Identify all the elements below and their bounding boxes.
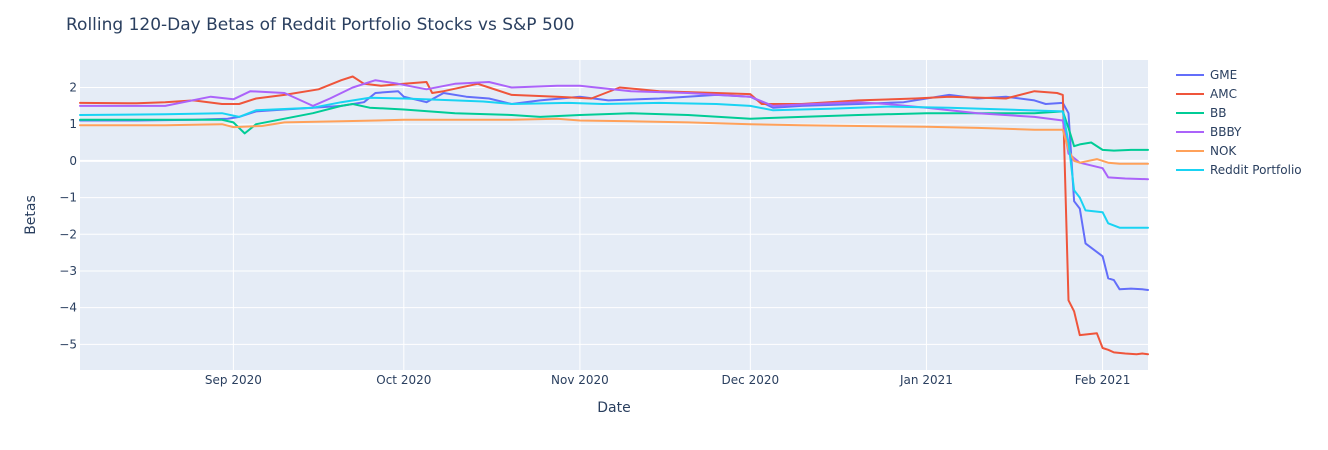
legend-item-amc[interactable]: AMC [1176,87,1237,101]
legend-item-nok[interactable]: NOK [1176,144,1237,158]
legend-label: Reddit Portfolio [1210,163,1302,177]
legend-label: BBBY [1210,125,1242,139]
y-tick-label: 0 [69,154,77,168]
y-tick-label: −4 [59,301,77,315]
y-tick-label: −3 [59,264,77,278]
legend-item-gme[interactable]: GME [1176,68,1237,82]
series-line-amc [79,75,1149,356]
grid-lines [80,60,1148,370]
y-tick-label: −5 [59,337,77,351]
x-tick-label: Nov 2020 [551,373,609,387]
x-tick-label: Feb 2021 [1075,373,1131,387]
legend-item-bbby[interactable]: BBBY [1176,125,1242,139]
y-axis-ticks: 2 1 0 −1 −2 −3 −4 −5 [59,81,77,352]
legend-item-reddit-portfolio[interactable]: Reddit Portfolio [1176,163,1302,177]
plot-background [80,60,1148,370]
chart-title: Rolling 120-Day Betas of Reddit Portfoli… [66,15,574,35]
legend: GME AMC BB BBBY NOK Reddit Portfolio [1176,68,1302,177]
y-axis-title: Betas [23,195,39,235]
y-tick-label: 1 [69,117,77,131]
legend-item-bb[interactable]: BB [1176,106,1226,120]
x-tick-label: Dec 2020 [722,373,780,387]
legend-label: AMC [1210,87,1237,101]
series-line-bb [79,103,1149,152]
series-lines [79,75,1149,356]
x-axis-title: Date [597,400,630,416]
legend-label: BB [1210,106,1226,120]
y-tick-label: 2 [69,81,77,95]
legend-label: GME [1210,68,1237,82]
x-axis-ticks: Sep 2020 Oct 2020 Nov 2020 Dec 2020 Jan 2021… [205,373,1130,387]
series-line-nok [79,117,1149,165]
x-tick-label: Sep 2020 [205,373,262,387]
legend-label: NOK [1210,144,1237,158]
x-tick-label: Oct 2020 [376,373,431,387]
y-tick-label: −1 [59,191,77,205]
y-tick-label: −2 [59,227,77,241]
x-tick-label: Jan 2021 [899,373,953,387]
series-line-reddit-portfolio [79,96,1149,229]
